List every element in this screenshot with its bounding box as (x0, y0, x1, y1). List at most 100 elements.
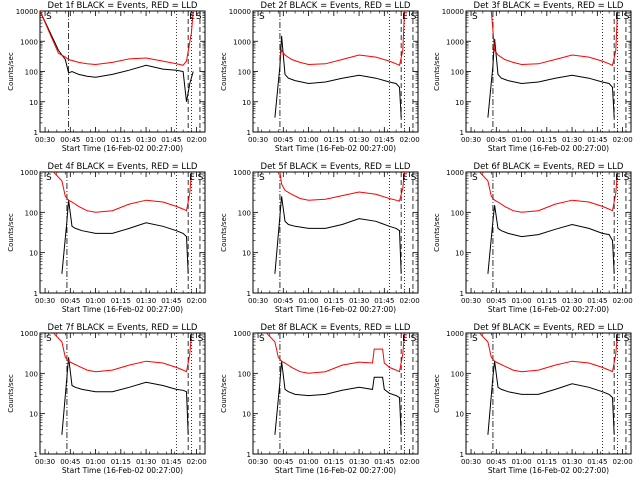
y-tick-label: 10 (29, 250, 38, 258)
y-tick-label: 10 (29, 411, 38, 419)
series-line-lld (266, 333, 405, 374)
detector-panel-6: Det 6f BLACK = Events, RED = LLD 1 10 100 10… (433, 162, 633, 314)
x-tick-label: 01:30 (136, 458, 156, 466)
series-line-events (487, 38, 615, 118)
y-tick-label: 100 (25, 370, 38, 378)
series-group (487, 11, 618, 118)
y-tick-label: 10 (455, 99, 464, 107)
marker-label-s: S (259, 173, 265, 183)
x-tick-label: 01:15 (537, 458, 557, 466)
y-tick-label: 10000 (229, 8, 251, 16)
series-line-lld (53, 333, 192, 373)
y-tick-label: 1 (247, 290, 251, 298)
marker-label-s: S (259, 334, 265, 344)
series-group (40, 11, 194, 102)
x-tick-label: 01:15 (111, 297, 131, 305)
y-tick-label: 10000 (16, 8, 38, 16)
y-tick-label: 100 (238, 209, 251, 217)
x-axis-label: Start Time (16-Feb-02 00:27:00) (488, 466, 609, 475)
y-tick-label: 1000 (20, 330, 38, 338)
x-tick-label: 01:30 (349, 458, 369, 466)
series-line-events (61, 200, 189, 274)
x-tick-label: 01:15 (111, 458, 131, 466)
x-tick-label: 01:30 (562, 136, 582, 144)
y-tick-label: 100 (25, 209, 38, 217)
plot-frame (465, 171, 632, 294)
series-line-lld (479, 333, 618, 373)
plot-frame (39, 171, 206, 294)
marker-label-e: E (615, 334, 621, 344)
marker-label-s: S (472, 12, 478, 22)
series-line-lld (40, 11, 194, 66)
series-line-events (487, 205, 615, 274)
x-axis-label: Start Time (16-Feb-02 00:27:00) (275, 305, 396, 314)
panel-title: Det 3f BLACK = Events, RED = LLD (474, 1, 624, 11)
marker-label-e: E (402, 173, 408, 183)
series-line-lld (490, 11, 618, 67)
y-tick-label: 1000 (233, 330, 251, 338)
series-group (266, 333, 405, 435)
x-tick-label: 02:00 (612, 297, 632, 305)
x-tick-label: 00:30 (35, 136, 55, 144)
series-line-events (274, 361, 402, 435)
x-tick-label: 01:00 (298, 458, 318, 466)
detector-panel-7: Det 7f BLACK = Events, RED = LLD 1 10 100 10… (7, 323, 207, 475)
x-axis-label: Start Time (16-Feb-02 00:27:00) (488, 144, 609, 153)
x-tick-label: 02:00 (186, 136, 206, 144)
y-axis-label: Counts/sec (433, 213, 441, 252)
y-tick-label: 1000 (233, 38, 251, 46)
marker-label-s: S (624, 12, 630, 22)
plot-frame (39, 332, 206, 455)
x-tick-label: 01:45 (587, 297, 607, 305)
series-line-events (274, 35, 402, 118)
x-tick-label: 01:00 (298, 297, 318, 305)
x-tick-label: 01:45 (161, 136, 181, 144)
panel-title: Det 8f BLACK = Events, RED = LLD (261, 323, 411, 333)
x-tick-label: 01:00 (85, 458, 105, 466)
marker-label-s: S (259, 12, 265, 22)
x-axis-label: Start Time (16-Feb-02 00:27:00) (275, 144, 396, 153)
y-axis-label: Counts/sec (220, 374, 228, 413)
x-tick-label: 02:00 (399, 136, 419, 144)
y-tick-label: 1 (460, 451, 464, 459)
x-tick-label: 01:30 (562, 297, 582, 305)
series-line-events (274, 196, 402, 274)
x-tick-label: 01:30 (349, 136, 369, 144)
marker-label-s: S (624, 334, 630, 344)
series-line-lld (279, 11, 405, 67)
x-tick-label: 01:00 (85, 297, 105, 305)
x-axis-label: Start Time (16-Feb-02 00:27:00) (275, 466, 396, 475)
panel-title: Det 6f BLACK = Events, RED = LLD (474, 162, 624, 172)
y-axis-label: Counts/sec (7, 374, 15, 413)
series-line-lld (53, 172, 192, 213)
x-tick-label: 00:30 (461, 297, 481, 305)
y-tick-label: 100 (451, 209, 464, 217)
y-tick-label: 10 (242, 250, 251, 258)
x-tick-label: 02:00 (612, 458, 632, 466)
x-tick-label: 01:00 (298, 136, 318, 144)
plot-frame (252, 171, 419, 294)
x-tick-label: 01:15 (324, 136, 344, 144)
x-tick-label: 01:00 (85, 136, 105, 144)
marker-label-e: E (402, 334, 408, 344)
marker-label-e: E (189, 173, 195, 183)
marker-label-s: S (46, 334, 52, 344)
detector-panel-8: Det 8f BLACK = Events, RED = LLD 1 10 100 10… (220, 323, 420, 475)
series-group (53, 333, 192, 435)
series-group (274, 11, 405, 118)
y-tick-label: 1000 (233, 169, 251, 177)
x-tick-label: 01:45 (374, 458, 394, 466)
series-line-lld (279, 172, 405, 202)
x-tick-label: 01:30 (562, 458, 582, 466)
y-tick-label: 10 (242, 411, 251, 419)
x-tick-label: 01:00 (511, 136, 531, 144)
detector-panel-2: Det 2f BLACK = Events, RED = LLD 1 10 100 10… (220, 1, 420, 153)
x-tick-label: 00:45 (60, 458, 80, 466)
marker-label-s: S (46, 12, 52, 22)
y-tick-label: 1 (34, 129, 38, 137)
panel-title: Det 5f BLACK = Events, RED = LLD (261, 162, 411, 172)
x-tick-label: 00:45 (486, 297, 506, 305)
x-tick-label: 02:00 (399, 297, 419, 305)
plot-frame (465, 332, 632, 455)
x-tick-label: 00:45 (60, 297, 80, 305)
